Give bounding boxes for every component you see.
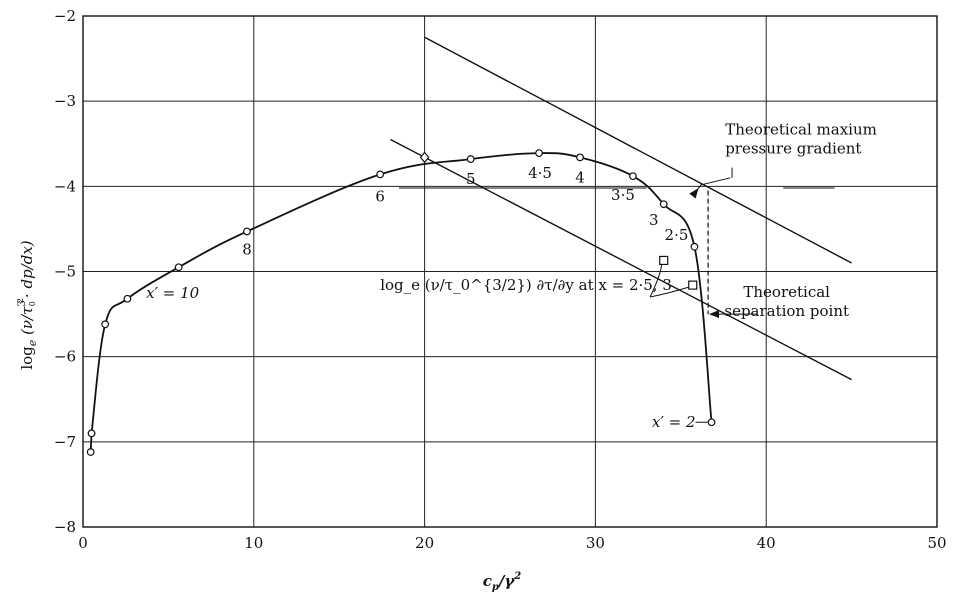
circle-marker — [87, 429, 96, 438]
shear-leader-2 — [649, 286, 689, 298]
max-pressure-gradient-line — [424, 36, 852, 264]
diamond-marker — [419, 151, 430, 164]
circle-marker — [576, 153, 584, 162]
point-label: 5 — [466, 170, 476, 188]
y-tick-label: −8 — [54, 518, 76, 536]
max-gradient-label: Theoretical maxium — [725, 120, 877, 138]
circle-marker — [707, 418, 716, 427]
x-axis-label: cp/γ2 — [483, 571, 522, 593]
circle-marker — [86, 448, 95, 456]
x-tick-label: 30 — [586, 534, 605, 552]
grid — [83, 16, 937, 527]
x-tick-label: 50 — [927, 534, 946, 552]
y-tick-label: −3 — [54, 92, 76, 110]
max-gradient-leader — [689, 177, 731, 199]
point-label: 8 — [242, 240, 252, 258]
max-gradient-label: pressure gradient — [725, 139, 861, 157]
circle-marker — [466, 155, 475, 163]
y-tick-label: −5 — [54, 263, 76, 281]
square-marker — [659, 255, 669, 266]
point-label: 6 — [375, 187, 385, 205]
circle-marker — [101, 320, 110, 329]
circle-marker — [123, 294, 132, 303]
point-label: 3·5 — [611, 186, 635, 204]
x-axis-label-text: cp/γ2 — [483, 571, 522, 593]
x-tick-label: 0 — [78, 534, 88, 552]
shear-leader-1 — [649, 264, 663, 298]
point-label: x′ = 2 — [652, 413, 696, 431]
separation-line — [390, 138, 852, 381]
square-marker — [688, 280, 698, 290]
plot-frame — [82, 15, 938, 528]
point-label: 2·5 — [665, 226, 689, 244]
point-label: 4·5 — [528, 164, 552, 182]
y-axis-label-text: loge (ν/τ302· dp/dx) — [16, 240, 39, 369]
data-markers — [86, 149, 716, 456]
point-label: 3 — [649, 211, 659, 229]
tick-labels: 0 10 20 30 40 50 −8 −7 −6 −5 −4 −3 −2 — [54, 7, 947, 552]
circle-marker — [174, 263, 183, 272]
y-tick-label: −6 — [54, 348, 76, 366]
y-tick-label: −4 — [54, 177, 76, 195]
circle-marker — [690, 242, 699, 251]
circle-marker — [535, 149, 543, 158]
circle-marker — [243, 227, 251, 236]
point-labels: x′ = 10 8 6 5 4·5 4 3·5 3 2·5 x′ = 2 — [146, 164, 708, 431]
circle-marker — [629, 172, 637, 181]
y-axis-label: loge (ν/τ302· dp/dx) — [16, 240, 39, 369]
point-label: x′ = 10 — [146, 284, 200, 302]
x-tick-label: 20 — [415, 534, 434, 552]
circle-marker — [659, 200, 668, 209]
y-tick-label: −7 — [54, 433, 76, 451]
point-label: 4 — [575, 168, 585, 186]
theoretical-lines — [390, 36, 852, 381]
x-tick-label: 10 — [244, 534, 263, 552]
shear-gradient-label: log_e (ν/τ_0^{3/2}) ∂τ/∂y at x = 2·5, 3 — [380, 276, 672, 294]
separation-label: Theoretical — [743, 283, 830, 301]
y-tick-label: −2 — [54, 7, 76, 25]
separation-label: separation point — [724, 302, 849, 320]
x-tick-label: 40 — [757, 534, 776, 552]
circle-marker — [376, 170, 385, 179]
